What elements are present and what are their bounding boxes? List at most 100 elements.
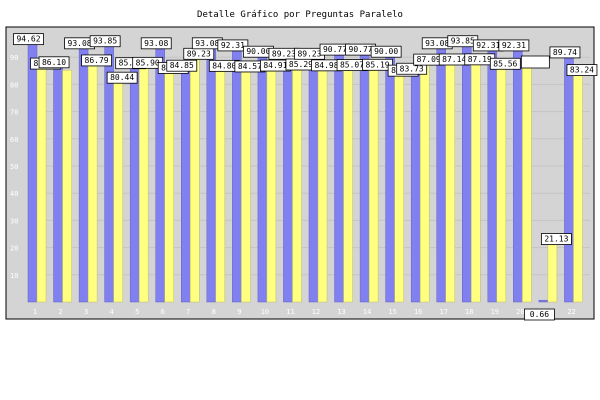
data-label-box [549,46,581,59]
data-label-box [89,35,121,48]
bar-series-2 [317,70,328,303]
y-tick-label: 70 [10,109,18,117]
chart-title: Detalle Gráfico por Preguntas Paralelo [197,10,403,20]
bar-series-1 [78,48,89,303]
y-tick-label: 10 [10,272,18,280]
bar-series-1 [232,50,242,303]
data-label: 89.23 [272,49,296,58]
bar-series-1 [462,46,472,303]
x-tick-label: 19 [491,308,499,316]
bar-series-2 [368,70,379,303]
bar-series-1 [564,57,574,303]
y-tick-label: 50 [10,163,18,171]
bar-series-1 [155,48,165,303]
x-tick-label: 2 [58,308,62,316]
data-label: 89.23 [187,49,211,58]
y-tick-label: 20 [10,245,18,253]
y-tick-label: 60 [10,136,18,144]
data-label: 85.19 [366,60,390,69]
data-label-box [140,37,172,50]
data-label: 87.09 [417,55,441,64]
x-tick-label: 10 [261,308,269,316]
bar-series-2 [496,69,507,303]
data-label: 90.00 [246,47,270,56]
x-tick-label: 8 [212,308,216,316]
data-label-box [38,56,70,69]
x-tick-label: 15 [388,308,396,316]
data-label: 84.91 [263,61,287,70]
data-label-box [166,59,198,72]
data-label: 87.14 [442,55,466,64]
data-label: 84.85 [170,61,194,70]
x-tick-label: 4 [110,308,114,316]
bar-series-2 [241,71,251,303]
bar-series-2 [573,75,583,303]
data-label: 93.08 [425,39,449,48]
bar-series-2 [113,82,123,303]
bar-series-1 [257,56,268,303]
bar-series-1 [334,54,344,303]
bar-series-2 [522,65,532,303]
bar-series-2 [138,68,149,303]
data-label: 84.98 [314,61,338,70]
bar-series-2 [445,64,455,303]
x-tick-label: 6 [161,308,165,316]
bar-series-1 [410,74,421,303]
bar-series-2 [292,69,302,303]
bar-series-1 [27,44,38,303]
y-tick-label: 40 [10,190,18,198]
data-label: 94.62 [16,35,40,44]
bar-series-2 [266,70,277,303]
data-label-box [217,39,249,52]
x-tick-label: 9 [237,308,241,316]
x-tick-label: 20 [516,308,524,316]
data-label: 93.85 [451,37,475,46]
bar-series-1 [385,56,395,303]
bar-series-2 [215,71,226,303]
data-label: 90.77 [349,45,373,54]
data-label: 93.85 [93,37,117,46]
data-label-box [370,45,402,58]
data-label: 90.77 [323,45,347,54]
x-tick-label: 18 [465,308,473,316]
data-label: 86.79 [85,56,109,65]
data-label: 85.29 [289,60,313,69]
bar-series-2 [471,64,481,303]
data-label-box [498,39,530,52]
x-tick-label: 16 [414,308,422,316]
bar-series-1 [129,68,140,303]
bar-series-1 [487,50,498,303]
data-label: 87.19 [468,55,492,64]
bar-series-1 [104,46,114,303]
data-label-box [520,55,550,69]
data-label-box [106,71,138,84]
bar-series-2 [394,75,404,303]
data-label-box [81,54,112,67]
bar-series-1 [513,50,523,303]
data-label: 93.08 [68,39,92,48]
x-tick-label: 11 [286,308,294,316]
data-label: 85.07 [340,61,364,70]
data-label: 92.31 [502,41,526,50]
y-tick-label: 30 [10,217,18,225]
data-label: 80.44 [110,73,134,82]
data-label-box [524,308,555,321]
data-label: 89.74 [553,48,577,57]
data-label: 83.73 [400,64,424,73]
data-label-box [541,233,572,245]
data-label: 92.31 [221,41,245,50]
x-tick-label: 14 [363,308,371,316]
x-tick-label: 12 [312,308,320,316]
bar-series-1 [538,299,549,303]
x-tick-label: 1 [33,308,37,316]
bar-series-1 [359,54,370,303]
bar-series-2 [36,68,47,303]
data-label: 84.80 [212,61,236,70]
data-label-box [396,62,428,75]
bar-series-2 [419,64,430,303]
bar-series-2 [343,70,353,303]
data-label: 92.31 [476,41,500,50]
bar-series-2 [164,73,174,303]
data-label: 93.08 [144,39,168,48]
